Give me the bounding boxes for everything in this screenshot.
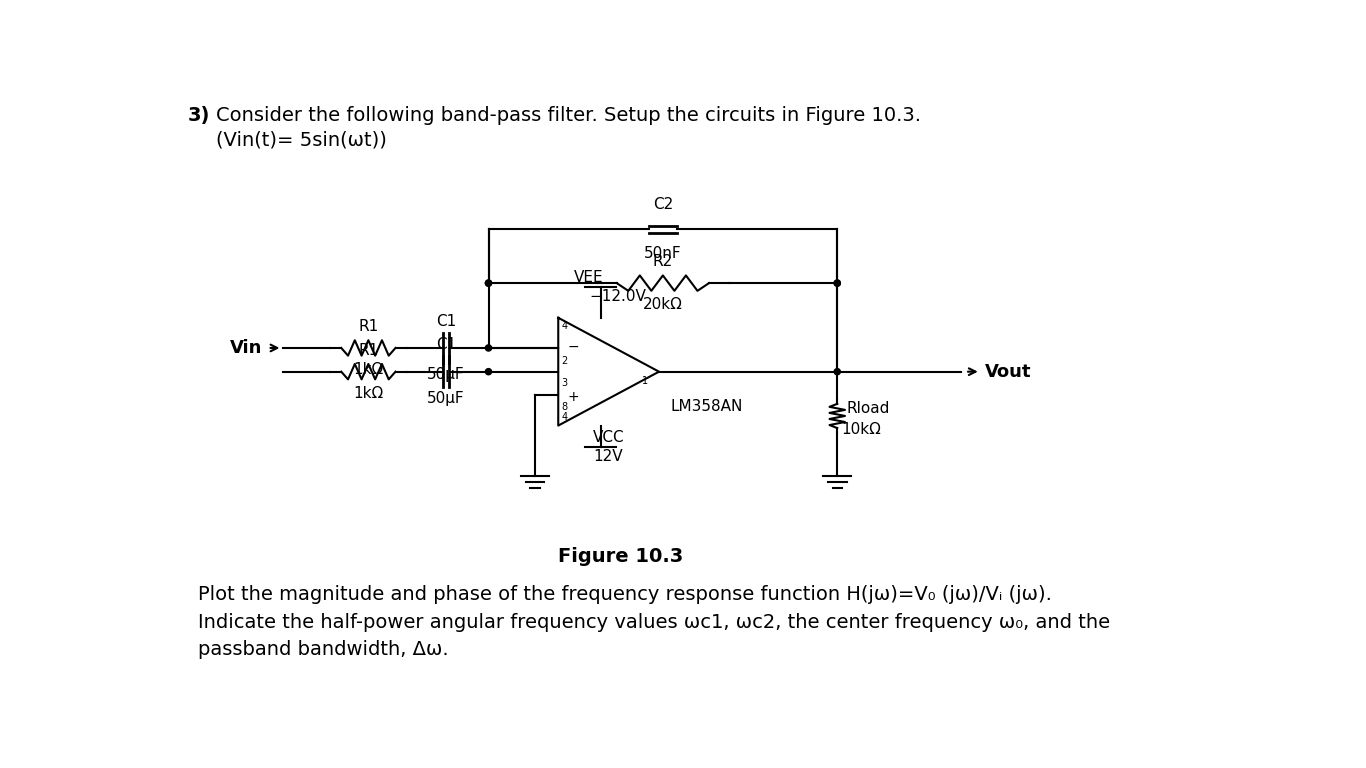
- Circle shape: [835, 369, 840, 375]
- Text: Figure 10.3: Figure 10.3: [557, 547, 683, 566]
- Text: 4: 4: [561, 412, 567, 422]
- Text: 1kΩ: 1kΩ: [354, 362, 384, 377]
- Text: C1: C1: [436, 337, 456, 353]
- Circle shape: [485, 345, 492, 351]
- Circle shape: [485, 280, 492, 286]
- Text: C2: C2: [653, 197, 673, 212]
- Text: 50nF: 50nF: [643, 247, 682, 261]
- Text: 50μF: 50μF: [428, 391, 464, 406]
- Text: 8: 8: [561, 402, 567, 412]
- Text: Vout: Vout: [985, 362, 1031, 381]
- Text: R1: R1: [358, 319, 378, 334]
- Text: 12V: 12V: [593, 449, 623, 464]
- Text: LM358AN: LM358AN: [671, 399, 743, 414]
- Text: C1: C1: [436, 313, 456, 329]
- Text: (Vin(t)= 5sin(ωt)): (Vin(t)= 5sin(ωt)): [216, 131, 387, 150]
- Text: passband bandwidth, Δω.: passband bandwidth, Δω.: [198, 641, 448, 660]
- Text: R1: R1: [358, 343, 378, 358]
- Text: 1: 1: [642, 376, 647, 386]
- Text: 20kΩ: 20kΩ: [643, 297, 683, 312]
- Circle shape: [835, 280, 840, 286]
- Circle shape: [485, 369, 492, 375]
- Text: −: −: [567, 339, 579, 353]
- Text: Indicate the half-power angular frequency values ωc1, ωc2, the center frequency : Indicate the half-power angular frequenc…: [198, 613, 1111, 631]
- Circle shape: [485, 280, 492, 286]
- Text: R2: R2: [653, 254, 673, 270]
- Text: +: +: [567, 390, 579, 404]
- Text: Vin: Vin: [229, 339, 262, 357]
- Text: VEE: VEE: [574, 270, 604, 285]
- Text: 3: 3: [561, 379, 567, 389]
- Text: 4: 4: [561, 321, 567, 331]
- Text: 2: 2: [561, 356, 568, 366]
- Text: 1kΩ: 1kΩ: [354, 386, 384, 401]
- Text: 50μF: 50μF: [428, 367, 464, 382]
- Text: 10kΩ: 10kΩ: [841, 422, 881, 437]
- Text: −12.0V: −12.0V: [589, 290, 646, 304]
- Text: VCC: VCC: [593, 430, 624, 445]
- Text: Consider the following band-pass filter. Setup the circuits in Figure 10.3.: Consider the following band-pass filter.…: [216, 106, 921, 125]
- Text: Plot the magnitude and phase of the frequency response function H(jω)=V₀ (jω)/Vᵢ: Plot the magnitude and phase of the freq…: [198, 585, 1052, 604]
- Text: 3): 3): [187, 106, 210, 125]
- Circle shape: [835, 280, 840, 286]
- Text: Rload: Rload: [847, 401, 889, 416]
